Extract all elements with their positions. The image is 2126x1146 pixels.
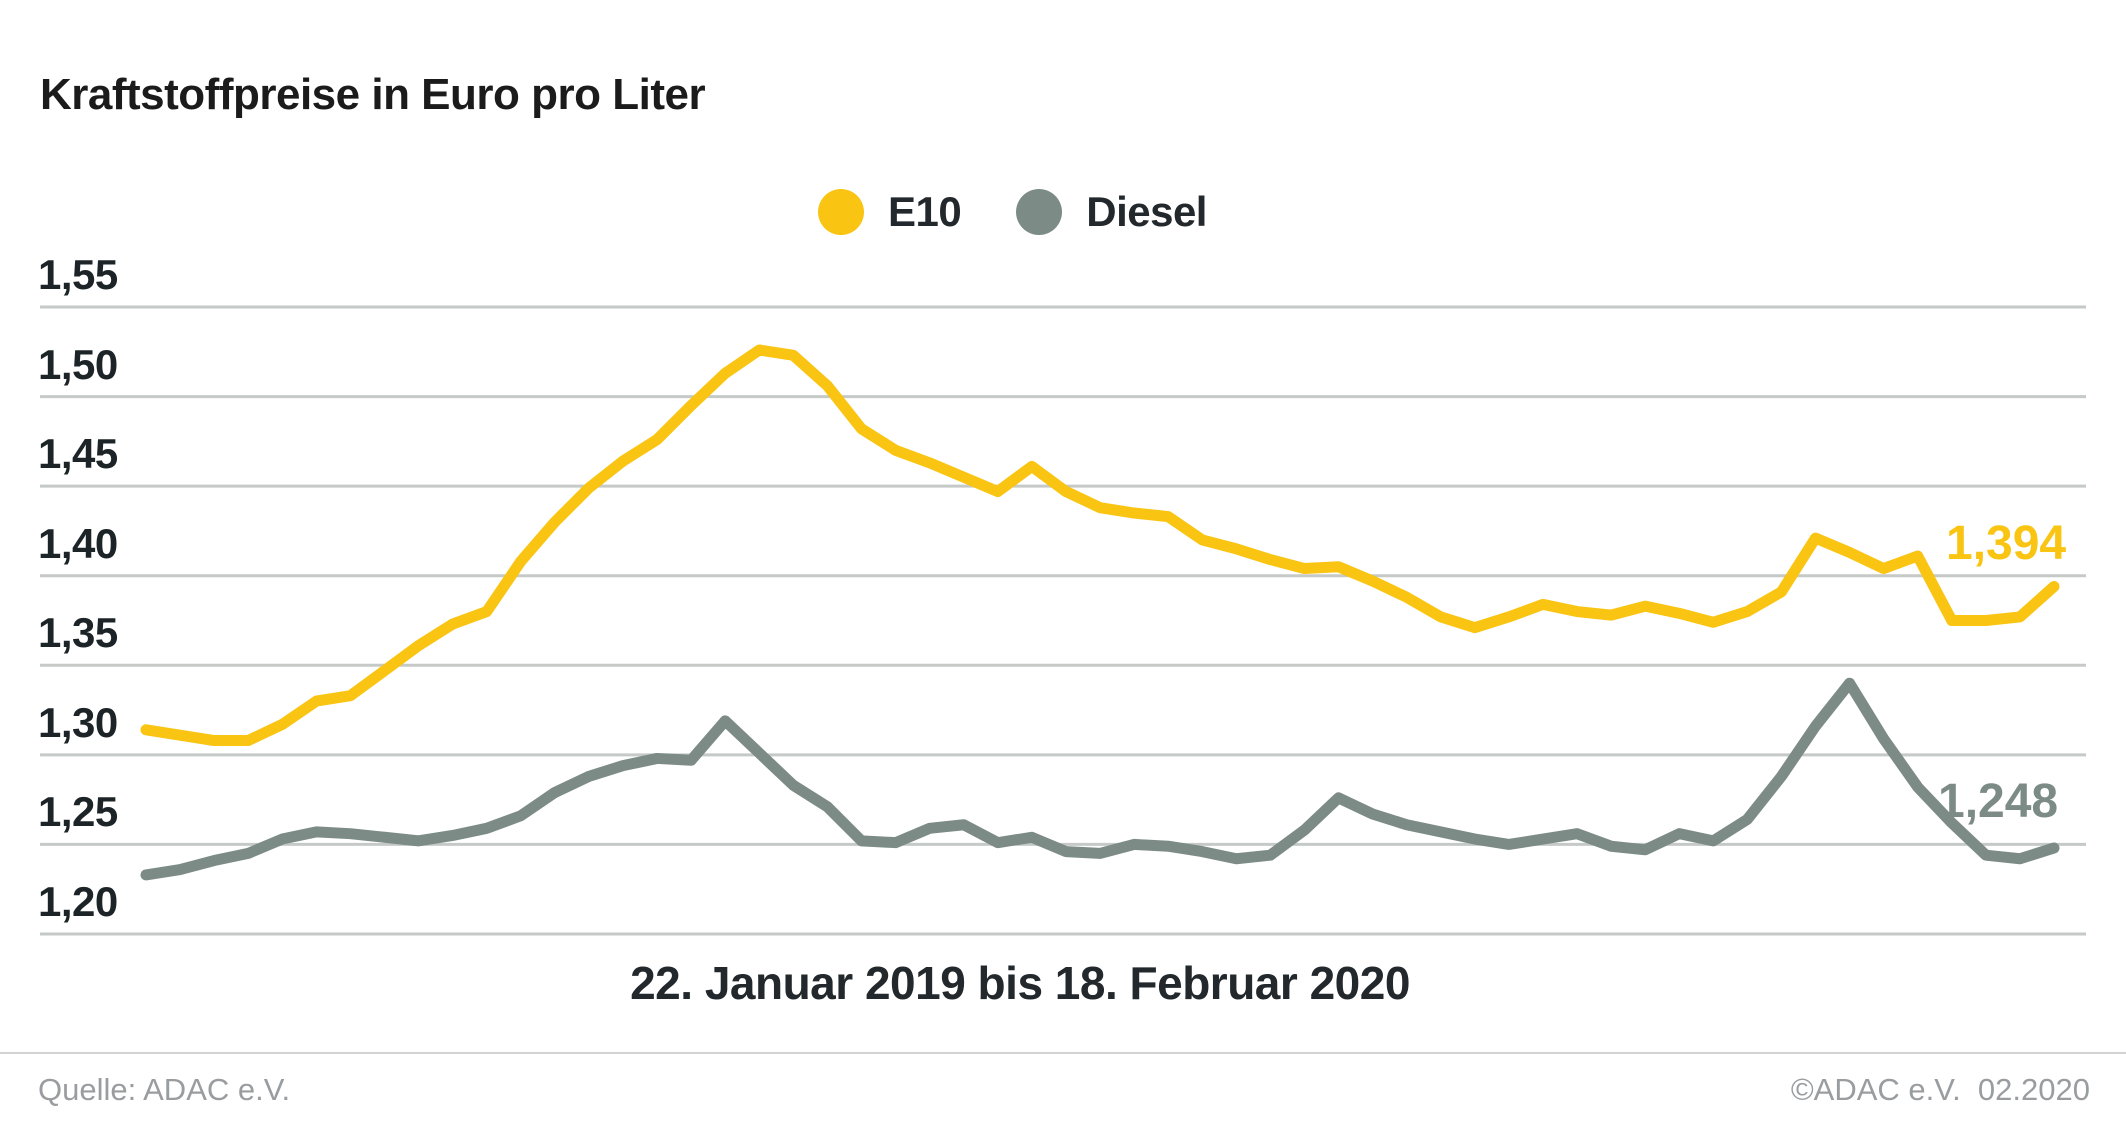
diesel-line [140,677,2060,881]
y-axis-label: 1,20 [38,878,118,925]
legend-item-diesel: Diesel [1016,188,1207,236]
y-axis-label: 1,30 [38,698,118,746]
diesel-last-value-label: 1,248 [1938,775,2059,828]
y-axis-label: 1,40 [38,519,118,567]
e10-series-dot-icon [818,189,864,235]
e10-last-value-label: 1,394 [1946,517,2067,570]
y-axis-label: 1,50 [38,340,118,388]
diesel-series-dot-icon [1016,189,1063,235]
y-axis-label: 1,35 [38,609,118,657]
e10-line [140,344,2060,747]
legend-label-diesel: Diesel [1086,188,1207,235]
legend-label-e10: E10 [888,188,962,235]
page-title: Kraftstoffpreise in Euro pro Liter [40,70,706,119]
y-axis-label: 1,45 [38,430,118,478]
x-axis-caption: 22. Januar 2019 bis 18. Februar 2020 [630,957,1410,1009]
copyright-notice: ©ADAC e.V. 02.2020 [1790,1072,2090,1107]
y-axis-label: 1,25 [38,788,118,836]
y-axis-label: 1,55 [38,251,118,298]
legend-item-e10: E10 [818,188,962,236]
source-credit: Quelle: ADAC e.V. [38,1072,291,1107]
footer-divider [0,1052,2126,1054]
legend: E10 Diesel [818,188,1207,236]
